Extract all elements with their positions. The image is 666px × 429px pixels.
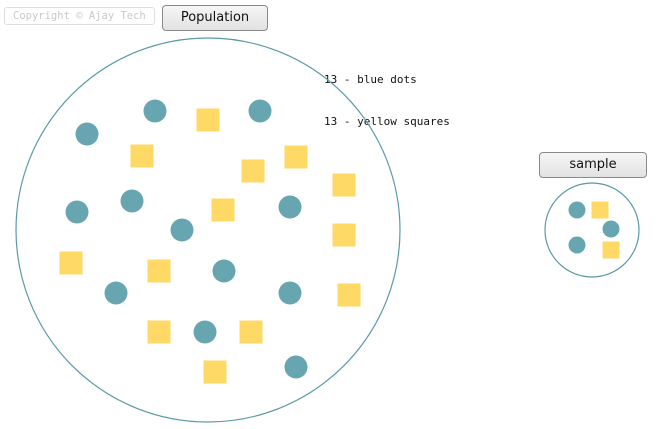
population-blue-dot — [284, 355, 308, 379]
population-yellow-square — [337, 283, 361, 307]
population-blue-dot — [212, 259, 236, 283]
sample-blue-dot — [568, 201, 586, 219]
sample-blue-dot — [602, 220, 620, 238]
population-blue-dot — [120, 189, 144, 213]
population-blue-dot — [193, 320, 217, 344]
population-items — [59, 99, 361, 384]
population-yellow-square — [332, 173, 356, 197]
population-button[interactable]: Population — [162, 5, 268, 31]
population-blue-dot — [75, 122, 99, 146]
sample-circle — [544, 182, 640, 278]
population-blue-dot — [278, 195, 302, 219]
population-blue-dot — [278, 281, 302, 305]
population-yellow-square — [332, 223, 356, 247]
sample-yellow-square — [591, 201, 609, 219]
population-blue-dot — [248, 99, 272, 123]
population-yellow-square — [284, 145, 308, 169]
population-blue-dot — [143, 99, 167, 123]
population-yellow-square — [241, 159, 265, 183]
population-yellow-square — [59, 251, 83, 275]
population-yellow-square — [203, 360, 227, 384]
sample-yellow-square — [602, 241, 620, 259]
population-blue-dot — [65, 200, 89, 224]
legend-blue-dots: 13 - blue dots — [324, 73, 417, 86]
population-blue-dot — [104, 281, 128, 305]
legend-yellow-squares: 13 - yellow squares — [324, 115, 450, 128]
population-yellow-square — [147, 320, 171, 344]
population-blue-dot — [170, 218, 194, 242]
population-yellow-square — [130, 144, 154, 168]
population-yellow-square — [239, 320, 263, 344]
population-yellow-square — [196, 108, 220, 132]
copyright-text: Copyright © Ajay Tech — [4, 7, 155, 25]
population-yellow-square — [211, 198, 235, 222]
population-circle — [15, 37, 401, 423]
population-yellow-square — [147, 259, 171, 283]
population-legend: 13 - blue dots 13 - yellow squares — [324, 45, 450, 157]
sample-items — [568, 201, 620, 259]
sample-button[interactable]: sample — [539, 152, 647, 178]
sample-blue-dot — [568, 236, 586, 254]
